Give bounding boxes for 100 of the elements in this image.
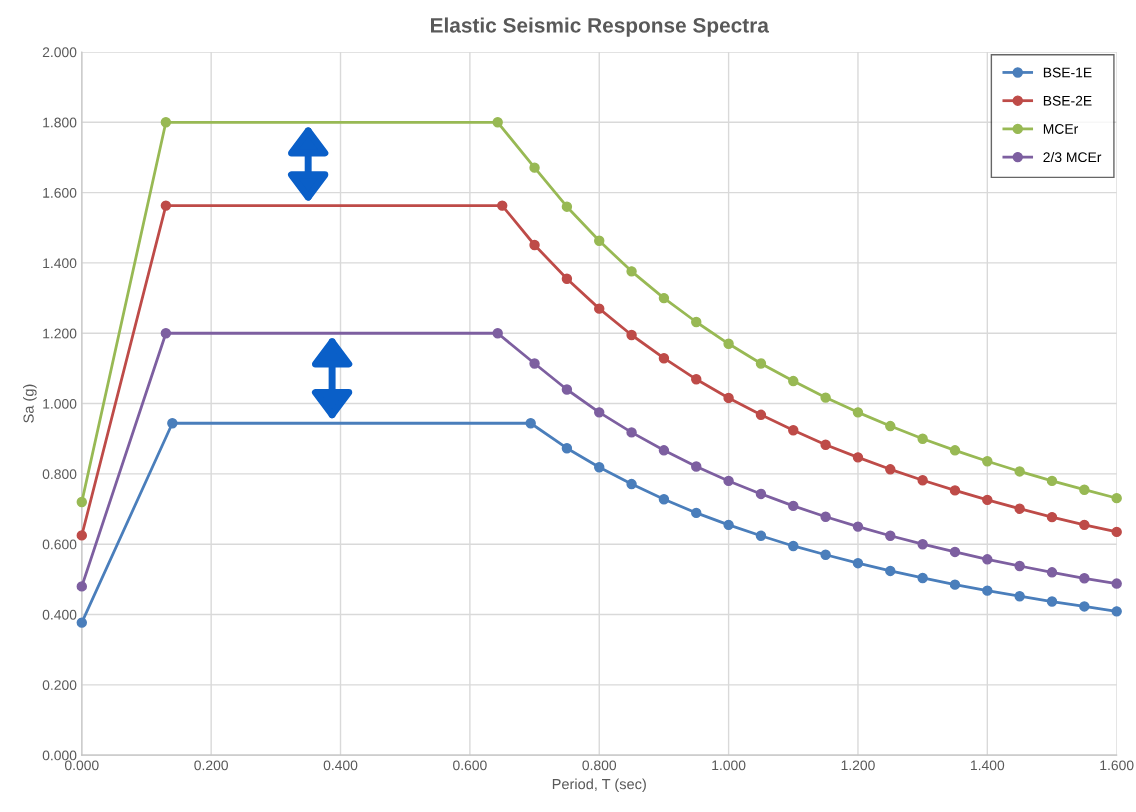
point xyxy=(820,439,831,450)
point xyxy=(788,375,799,387)
point xyxy=(658,493,670,505)
point xyxy=(788,540,799,552)
point xyxy=(982,585,993,596)
y-tick-label: 1.400 xyxy=(43,258,77,269)
point xyxy=(691,461,702,472)
y-tick-label: 0.200 xyxy=(42,680,77,691)
point xyxy=(1046,596,1058,607)
y-axis-title: Sa (g) xyxy=(23,384,37,423)
y-tick-label: 0.000 xyxy=(42,750,77,761)
point xyxy=(529,239,540,251)
point xyxy=(492,117,503,128)
point xyxy=(820,549,831,560)
point xyxy=(492,328,503,339)
point xyxy=(76,530,88,541)
x-tick-label: 0.400 xyxy=(323,760,358,771)
chart-title: Elastic Seismic Response Spectra xyxy=(431,17,770,37)
point xyxy=(723,338,734,350)
point xyxy=(1046,475,1058,487)
point xyxy=(1046,511,1058,523)
x-axis-title: Period, T (sec) xyxy=(552,778,646,793)
point xyxy=(1014,466,1025,477)
legend-label: 2/3 MCEr xyxy=(1043,151,1102,163)
x-tick-label: 1.200 xyxy=(841,760,875,771)
point xyxy=(525,418,536,429)
point xyxy=(594,407,605,418)
point xyxy=(852,557,864,569)
point xyxy=(658,292,670,304)
point xyxy=(723,519,734,531)
point xyxy=(594,461,605,473)
point xyxy=(691,374,702,385)
point xyxy=(561,273,573,284)
legend-label: BSE-1E xyxy=(1043,67,1092,78)
point xyxy=(788,500,799,512)
point xyxy=(820,392,831,403)
y-tick-label: 0.400 xyxy=(42,609,77,620)
point xyxy=(1014,503,1025,514)
point xyxy=(1111,578,1122,589)
point xyxy=(917,572,928,584)
point xyxy=(594,235,605,246)
point xyxy=(852,452,864,463)
point xyxy=(917,475,928,486)
x-tick-label: 1.600 xyxy=(1100,760,1134,771)
point xyxy=(160,200,172,211)
point xyxy=(626,427,637,438)
point xyxy=(626,478,637,490)
x-tick-label: 1.000 xyxy=(712,760,746,771)
point xyxy=(561,384,573,395)
y-tick-label: 1.600 xyxy=(43,187,77,198)
point xyxy=(1046,567,1058,578)
point xyxy=(658,352,670,364)
point xyxy=(788,425,799,436)
y-tick-label: 1.000 xyxy=(43,398,77,409)
legend-label: BSE-2E xyxy=(1043,95,1092,106)
point xyxy=(76,617,88,628)
point xyxy=(561,201,573,212)
point xyxy=(1079,519,1090,531)
point xyxy=(982,494,993,506)
point xyxy=(529,358,540,369)
point xyxy=(820,511,831,522)
point xyxy=(594,303,605,314)
legend-label: MCEr xyxy=(1043,124,1079,134)
point xyxy=(160,328,172,339)
point xyxy=(755,409,767,421)
point xyxy=(76,581,88,592)
y-tick-label: 1.800 xyxy=(43,117,77,128)
point xyxy=(755,488,767,500)
point xyxy=(1079,573,1090,584)
point xyxy=(561,443,573,454)
point xyxy=(949,445,961,456)
point xyxy=(1079,484,1090,495)
point xyxy=(1014,560,1025,572)
x-tick-label: 0.800 xyxy=(582,760,617,771)
point xyxy=(949,546,961,558)
point xyxy=(885,565,896,577)
point xyxy=(917,538,928,550)
point xyxy=(1014,591,1025,602)
point xyxy=(852,407,864,418)
point xyxy=(723,392,734,404)
point xyxy=(529,162,540,173)
y-tick-label: 1.200 xyxy=(43,328,77,339)
x-tick-label: 1.400 xyxy=(971,760,1005,771)
x-tick-label: 0.600 xyxy=(453,760,487,771)
point xyxy=(885,464,896,475)
point xyxy=(691,507,702,519)
y-tick-label: 0.600 xyxy=(42,539,77,550)
point xyxy=(949,485,961,496)
point xyxy=(1111,526,1122,538)
point xyxy=(691,316,702,328)
point xyxy=(658,445,670,456)
y-tick-label: 2.000 xyxy=(42,47,77,58)
point xyxy=(497,200,508,211)
point xyxy=(1079,601,1090,612)
point xyxy=(1111,606,1122,617)
x-tick-label: 0.200 xyxy=(194,760,228,771)
point xyxy=(755,530,767,541)
x-tick-label: 0.000 xyxy=(64,760,99,771)
point xyxy=(160,117,172,128)
point xyxy=(949,579,961,590)
